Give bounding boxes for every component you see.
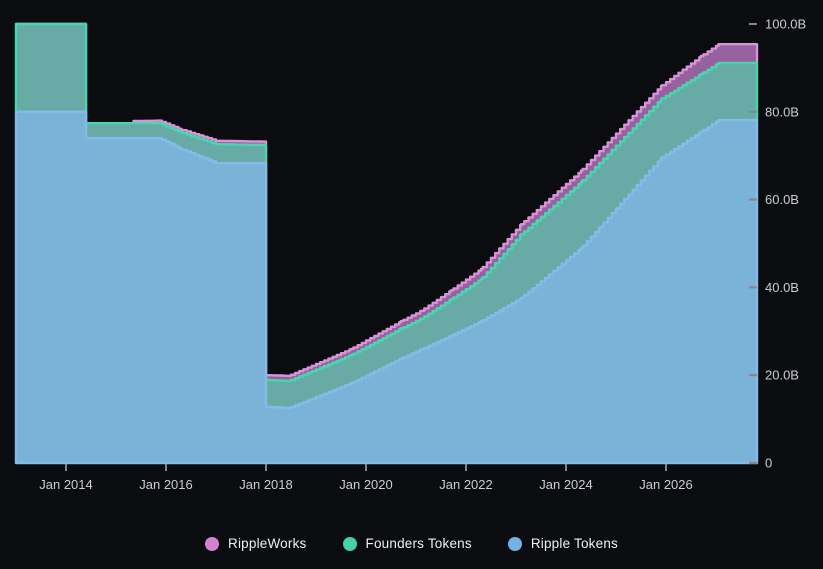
- legend-dot-founders-tokens: [342, 536, 357, 551]
- legend-label: Ripple Tokens: [530, 536, 618, 551]
- chart-legend: RippleWorks Founders Tokens Ripple Tokens: [0, 536, 823, 551]
- y-axis-tick-label: 60.0B: [765, 192, 799, 207]
- legend-item-rippleworks[interactable]: RippleWorks: [205, 536, 306, 551]
- area-ripple-tokens[interactable]: [14, 110, 759, 465]
- x-axis-tick-label: Jan 2018: [239, 477, 293, 492]
- legend-item-ripple-tokens[interactable]: Ripple Tokens: [507, 536, 618, 551]
- y-axis-tick-label: 40.0B: [765, 280, 799, 295]
- x-axis-tick-label: Jan 2022: [439, 477, 493, 492]
- stacked-area-chart[interactable]: 0 20.0B 40.0B 60.0B 80.0B 100.0B Jan 2014 Jan 2…: [0, 0, 823, 512]
- y-axis-tick-label: 100.0B: [765, 17, 806, 32]
- legend-dot-ripple-tokens: [507, 536, 522, 551]
- x-axis-tick-label: Jan 2026: [639, 477, 693, 492]
- legend-item-founders-tokens[interactable]: Founders Tokens: [342, 536, 472, 551]
- x-axis-tick-label: Jan 2014: [39, 477, 93, 492]
- x-axis-tick-label: Jan 2020: [339, 477, 393, 492]
- legend-label: RippleWorks: [228, 536, 307, 551]
- x-axis-tick-label: Jan 2024: [539, 477, 593, 492]
- y-axis-tick-label: 0: [765, 456, 772, 471]
- legend-label: Founders Tokens: [365, 536, 472, 551]
- x-axis-tick-label: Jan 2016: [139, 477, 193, 492]
- y-axis-tick-label: 80.0B: [765, 104, 799, 119]
- legend-dot-rippleworks: [205, 536, 220, 551]
- y-axis-tick-label: 20.0B: [765, 368, 799, 383]
